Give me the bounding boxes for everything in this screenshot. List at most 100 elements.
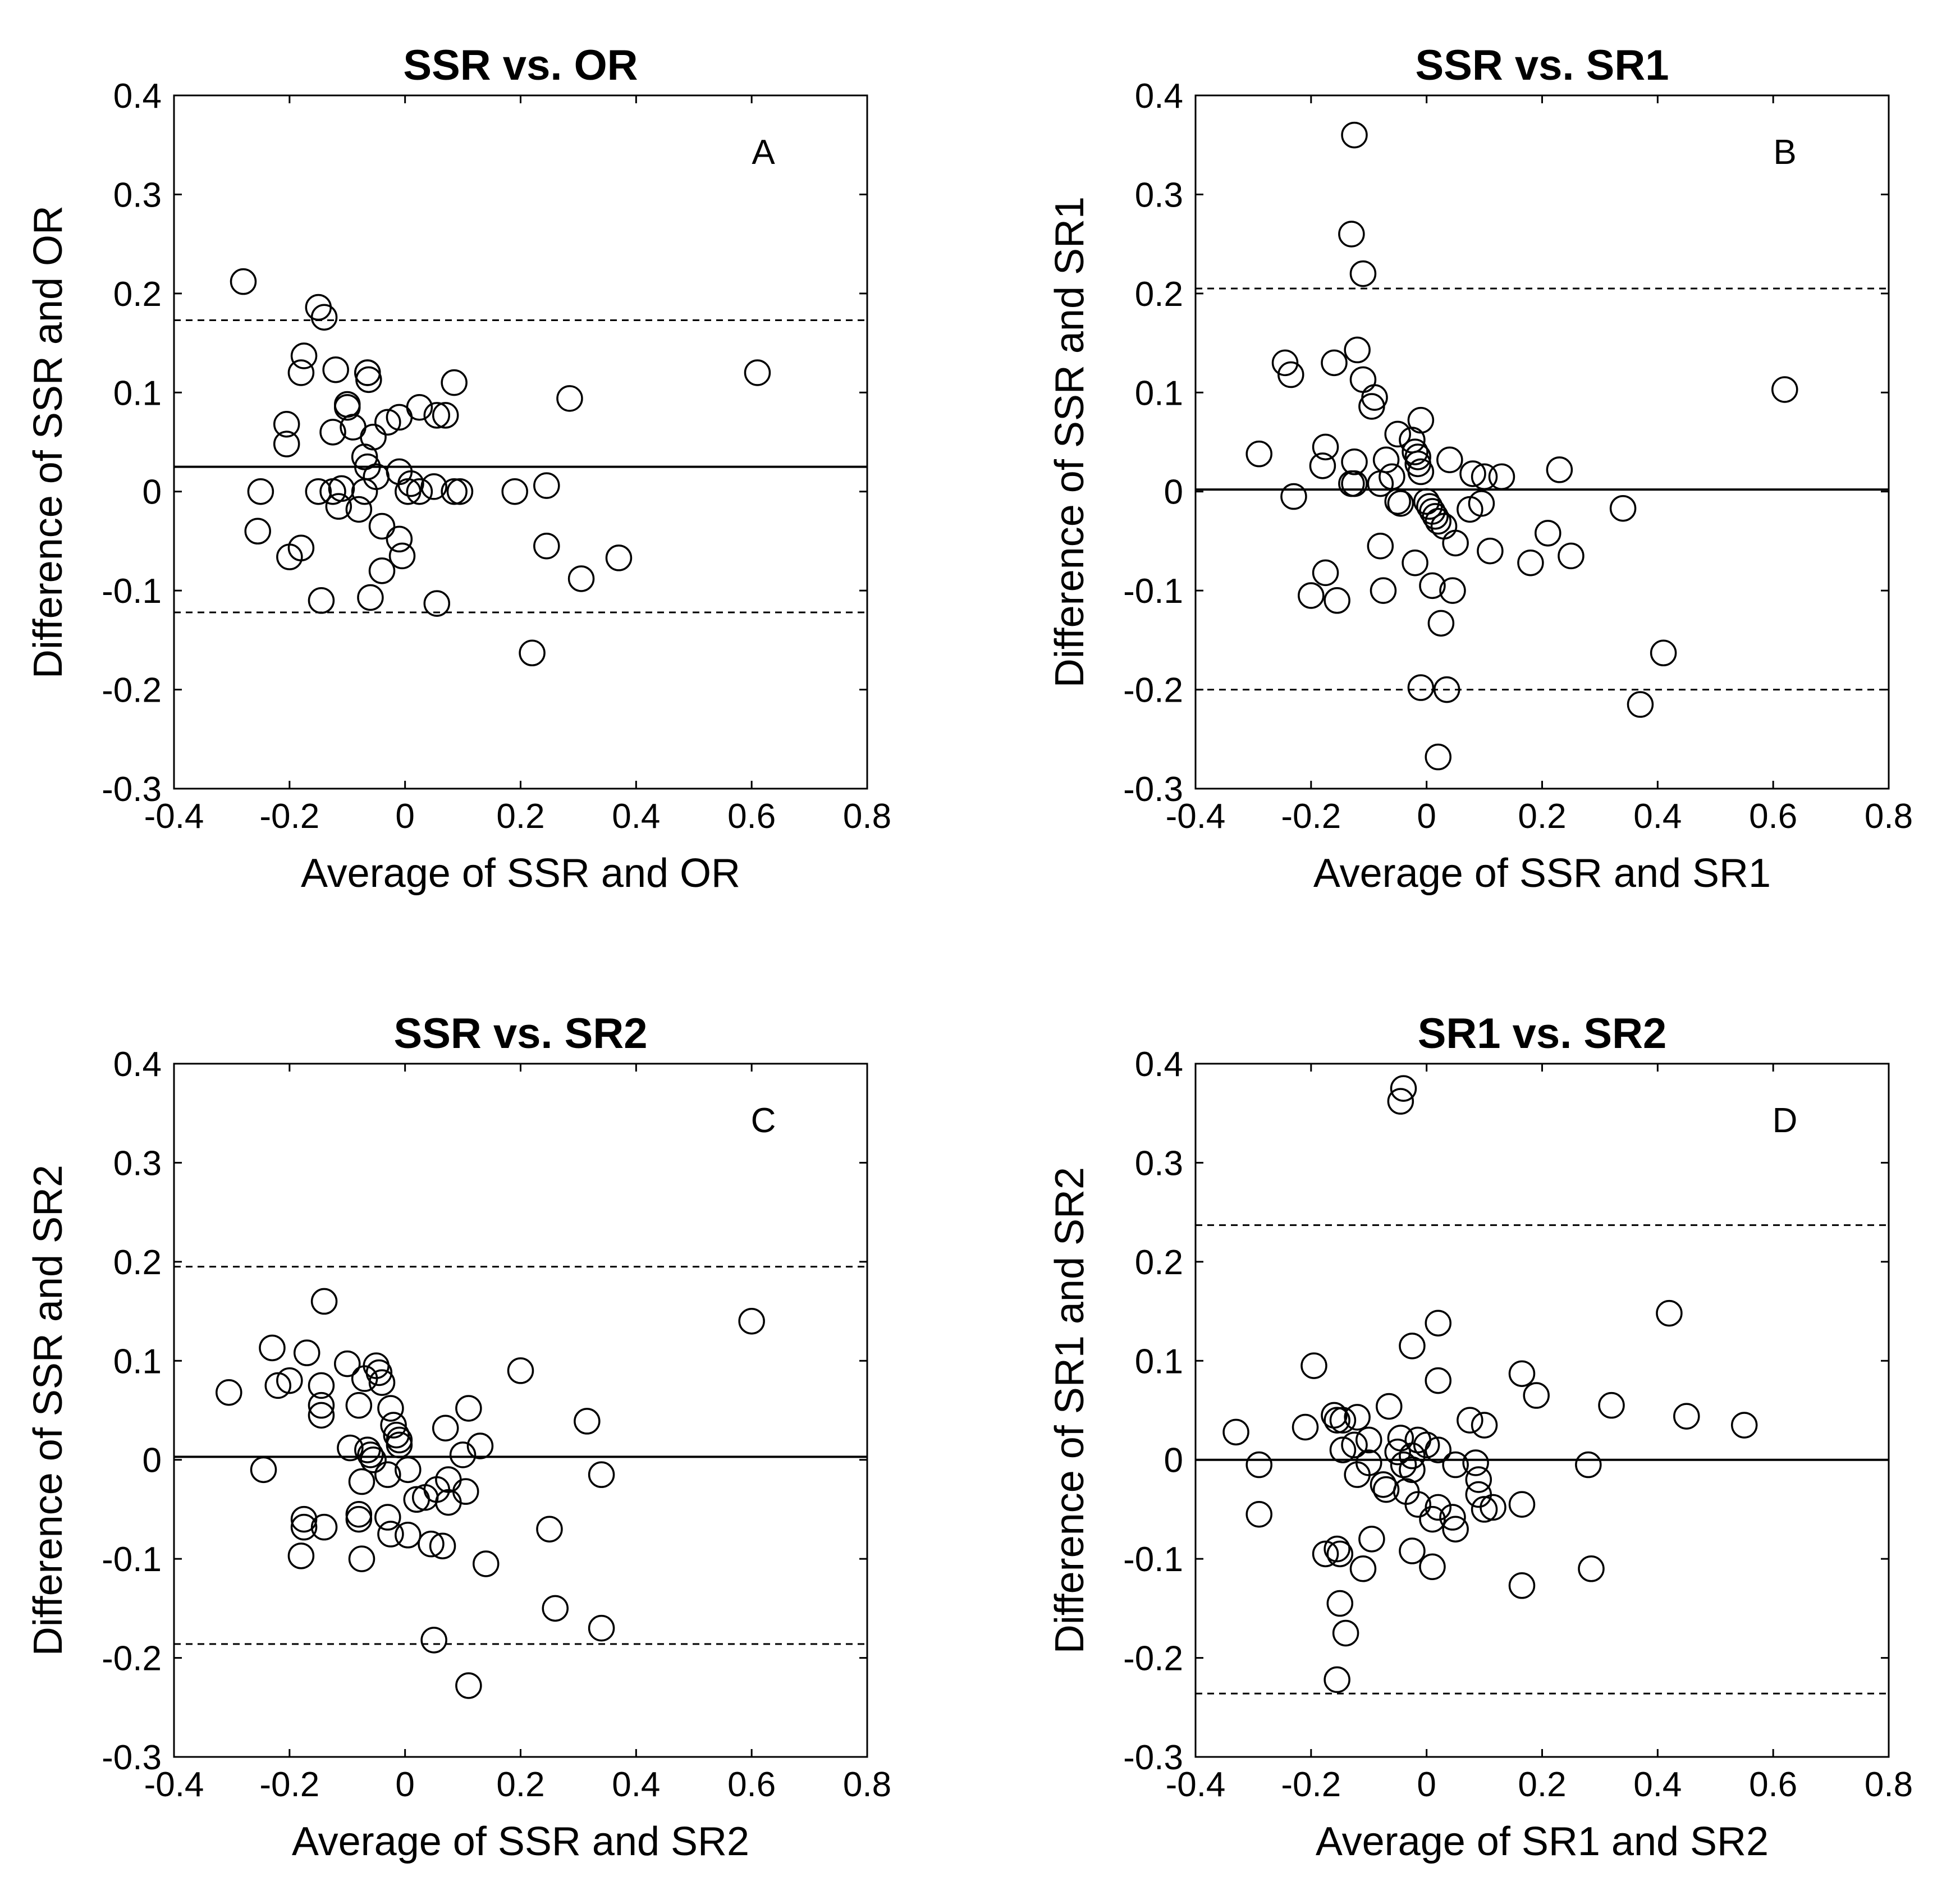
- data-point: [1442, 529, 1469, 557]
- data-point: [293, 1339, 320, 1366]
- data-point: [377, 1521, 404, 1548]
- x-tick-label: 0.8: [843, 1765, 891, 1804]
- data-point: [357, 584, 384, 611]
- data-point: [1425, 507, 1451, 535]
- data-point: [1465, 1481, 1492, 1508]
- data-point: [1558, 542, 1585, 570]
- data-point: [1312, 559, 1339, 587]
- y-tick-label: 0.4: [1135, 77, 1183, 116]
- x-tick-label: 0.4: [1633, 1765, 1682, 1804]
- data-point: [1471, 1412, 1498, 1439]
- panel-letter: A: [752, 133, 775, 172]
- panel-title: SSR vs. OR: [403, 42, 638, 89]
- data-point: [360, 423, 387, 451]
- data-point: [1387, 490, 1414, 517]
- x-tick-label: 0.4: [612, 1765, 660, 1804]
- data-point: [1399, 1456, 1426, 1484]
- data-point: [1471, 463, 1498, 490]
- data-point: [216, 1379, 242, 1406]
- data-point: [308, 1372, 335, 1399]
- y-tick-label: -0.3: [1123, 770, 1183, 809]
- data-point: [441, 369, 468, 396]
- y-tick-label: 0: [143, 473, 162, 512]
- data-point: [423, 590, 451, 617]
- data-point: [310, 304, 338, 331]
- data-point: [1384, 420, 1411, 448]
- data-point: [1425, 743, 1451, 771]
- data-point: [1376, 1393, 1403, 1420]
- plot-frame: [173, 94, 868, 790]
- data-point: [1324, 1407, 1350, 1434]
- data-point: [1609, 495, 1637, 522]
- y-axis-label: Difference of SSR and SR2: [26, 1165, 71, 1656]
- x-tick-label: -0.4: [144, 797, 204, 836]
- y-tick-label: -0.1: [1123, 572, 1183, 611]
- data-point: [1332, 1619, 1359, 1647]
- data-point: [395, 478, 422, 505]
- data-point: [1508, 1360, 1536, 1387]
- data-point: [1358, 393, 1385, 420]
- data-point: [1457, 1407, 1483, 1434]
- y-tick-label: 0.3: [1135, 1144, 1183, 1183]
- data-point: [1419, 1553, 1446, 1581]
- data-point: [319, 419, 346, 446]
- plot-frame: [1194, 94, 1890, 790]
- data-point: [1321, 349, 1348, 377]
- data-point: [334, 394, 361, 421]
- data-point: [290, 342, 318, 369]
- panel-c: SSR vs. SR2 C -0.4 -0.2 0 0.2 0.4 0.6 0.8 -0.3 -0.…: [26, 1010, 891, 1864]
- data-point: [1341, 1431, 1368, 1458]
- data-point: [328, 475, 355, 502]
- data-point: [1271, 349, 1299, 377]
- y-tick-label: -0.3: [102, 770, 162, 809]
- data-point: [744, 359, 771, 386]
- data-point: [1387, 1088, 1414, 1115]
- data-point: [348, 1468, 375, 1495]
- data-point: [1355, 1426, 1382, 1454]
- data-point: [383, 1421, 410, 1449]
- data-point: [1341, 121, 1368, 149]
- data-point: [420, 1627, 447, 1654]
- y-tick-label: -0.1: [1123, 1540, 1183, 1579]
- data-point: [357, 1441, 384, 1468]
- x-tick-label: 0: [395, 1765, 414, 1804]
- data-point: [1384, 1438, 1411, 1466]
- data-point: [1324, 587, 1350, 614]
- data-point: [365, 1359, 393, 1386]
- data-point: [1771, 376, 1798, 403]
- y-tick-label: 0.3: [1135, 176, 1183, 214]
- x-tick-label: 0.2: [1518, 1765, 1566, 1804]
- x-tick-label: 0.6: [1749, 797, 1797, 836]
- data-point: [1439, 1504, 1466, 1531]
- data-point: [1508, 1572, 1536, 1599]
- x-tick-label: 0.2: [496, 797, 544, 836]
- data-point: [374, 1461, 401, 1488]
- data-point: [1399, 1333, 1426, 1360]
- data-point: [273, 410, 300, 438]
- data-point: [420, 473, 447, 500]
- y-tick-label: 0.1: [113, 1342, 162, 1381]
- data-point: [345, 1501, 373, 1528]
- data-point: [418, 1530, 445, 1558]
- data-point: [519, 639, 546, 667]
- x-tick-label: 0.4: [612, 797, 660, 836]
- data-point: [395, 1456, 422, 1484]
- data-point: [345, 1392, 373, 1419]
- y-tick-label: 0.4: [113, 77, 162, 116]
- data-point: [1546, 456, 1573, 483]
- data-point: [1442, 1516, 1469, 1542]
- x-tick-label: 0: [1417, 797, 1436, 836]
- data-point: [308, 1392, 335, 1419]
- x-axis-label: Average of SSR and OR: [301, 851, 740, 896]
- y-tick-label: -0.3: [1123, 1738, 1183, 1777]
- data-point: [368, 557, 396, 584]
- data-point: [1349, 1555, 1377, 1582]
- y-tick-label: 0.2: [113, 1243, 162, 1282]
- data-point: [1372, 1476, 1400, 1503]
- y-tick-label: -0.2: [102, 671, 162, 710]
- panel-b: SSR vs. SR1 B -0.4 -0.2 0 0.2 0.4 0.6 0.8 -0.3 -0.…: [1047, 42, 1913, 896]
- plot-frame: [1194, 1063, 1890, 1758]
- panel-letter: B: [1773, 133, 1796, 172]
- data-point: [556, 385, 583, 412]
